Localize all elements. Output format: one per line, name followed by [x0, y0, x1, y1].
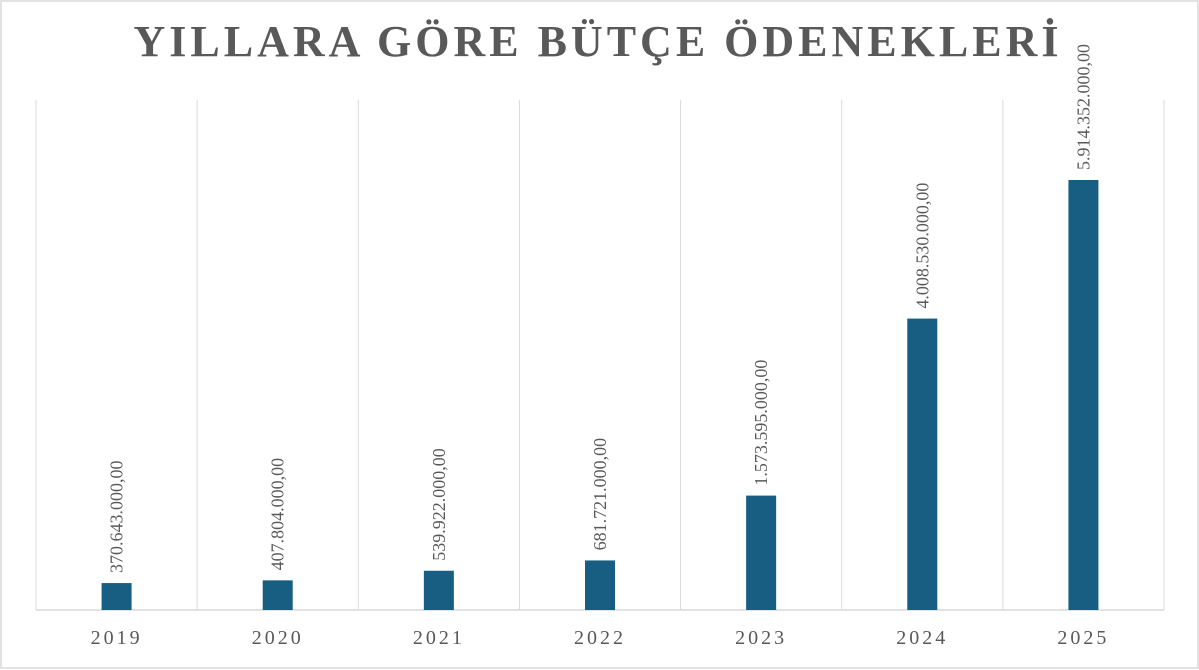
bar — [423, 570, 454, 610]
x-tick-label: 2021 — [413, 627, 465, 649]
x-tick-label: 2025 — [1057, 627, 1109, 649]
bar — [262, 580, 293, 610]
x-tick-label: 2023 — [735, 627, 787, 649]
bar — [746, 495, 777, 610]
x-tick-label: 2024 — [896, 627, 948, 649]
data-label: 370.643.000,00 — [107, 461, 127, 574]
data-label: 539.922.000,00 — [429, 448, 449, 561]
x-tick-label: 2019 — [91, 627, 143, 649]
data-label: 407.804.000,00 — [268, 458, 288, 571]
bar — [907, 318, 938, 610]
data-label: 5.914.352.000,00 — [1073, 44, 1093, 170]
bar — [585, 560, 615, 610]
bar — [101, 583, 132, 610]
data-label: 4.008.530.000,00 — [912, 183, 932, 309]
x-tick-label: 2020 — [252, 627, 304, 649]
data-label: 1.573.595.000,00 — [751, 360, 771, 486]
data-label: 681.721.000,00 — [590, 438, 610, 551]
x-tick-label: 2022 — [574, 627, 626, 649]
chart-title: YILLARA GÖRE BÜTÇE ÖDENEKLERİ — [134, 17, 1063, 66]
bar — [1068, 180, 1099, 610]
